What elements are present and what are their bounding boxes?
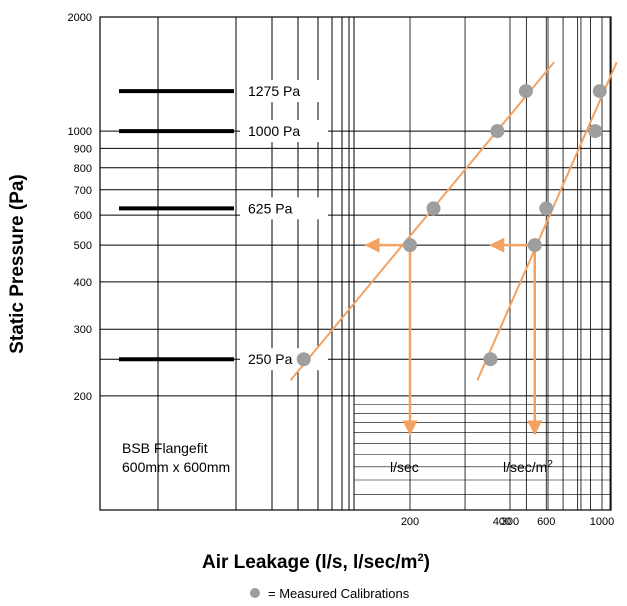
pressure-level-label: 1275 Pa <box>248 83 300 99</box>
x-tick-label: 400 <box>493 516 511 528</box>
y-tick-label: 300 <box>74 324 92 336</box>
calibration-point <box>296 352 311 367</box>
y-tick-label: 800 <box>74 163 92 175</box>
y-tick-label: 600 <box>74 210 92 222</box>
calibration-point <box>483 352 498 367</box>
product-label-line2: 600mm x 600mm <box>122 459 230 475</box>
unit-label-lsecm2-main: l/sec/m <box>503 459 547 475</box>
y-tick-label: 700 <box>74 185 92 197</box>
x-tick-label: 200 <box>401 516 419 528</box>
unit-label-lsecm2-sup: 2 <box>547 459 553 470</box>
y-tick-label: 200 <box>74 391 92 403</box>
pressure-levels: 1275 Pa 1000 Pa 625 Pa 250 Pa <box>119 80 328 371</box>
unit-label-lsecm2: l/sec/m2 <box>503 459 553 475</box>
calibration-point <box>426 201 441 216</box>
x-tick-label: 600 <box>537 516 555 528</box>
calibration-point <box>518 84 533 99</box>
x-tick-label: 300 <box>501 516 519 528</box>
y-tick-label: 500 <box>74 240 92 252</box>
x-axis-label-sup: 2 <box>417 552 423 564</box>
calibration-line <box>476 61 618 381</box>
y-tick-label: 1000 <box>68 126 92 138</box>
pressure-level-label: 625 Pa <box>248 200 293 216</box>
calibration-point <box>527 238 542 253</box>
pressure-level-label-bg <box>240 197 328 220</box>
x-tick-label: 1000 <box>590 516 614 528</box>
y-tick-label: 900 <box>74 143 92 155</box>
calibration-point <box>490 124 505 139</box>
calibration-line <box>289 61 555 381</box>
legend-marker <box>250 588 260 598</box>
calibration-curves <box>289 61 618 436</box>
calibration-point <box>592 84 607 99</box>
calibration-point <box>539 201 554 216</box>
y-tick-labels: 2000 1000 900 800 700 600 500 400 300 200 <box>68 12 92 403</box>
product-label-line1: BSB Flangefit <box>122 440 208 456</box>
pressure-level-label-bg <box>240 120 328 143</box>
x-axis-label-main: Air Leakage (l/s, l/sec/m <box>202 552 417 573</box>
pressure-level-label: 250 Pa <box>248 351 293 367</box>
y-axis-label: Static Pressure (Pa) <box>7 174 28 354</box>
calibration-point <box>403 238 417 253</box>
calibration-point <box>588 124 603 139</box>
y-tick-label: 2000 <box>68 12 92 24</box>
pressure-level-label: 1000 Pa <box>248 123 300 139</box>
unit-label-lsec: l/sec <box>390 459 419 475</box>
y-tick-label: 400 <box>74 277 92 289</box>
x-axis-label: Air Leakage (l/s, l/sec/m2) <box>202 552 430 573</box>
legend-text: = Measured Calibrations <box>268 586 410 601</box>
pressure-level-label-bg <box>240 80 328 103</box>
x-axis-label-close: ) <box>424 552 430 573</box>
